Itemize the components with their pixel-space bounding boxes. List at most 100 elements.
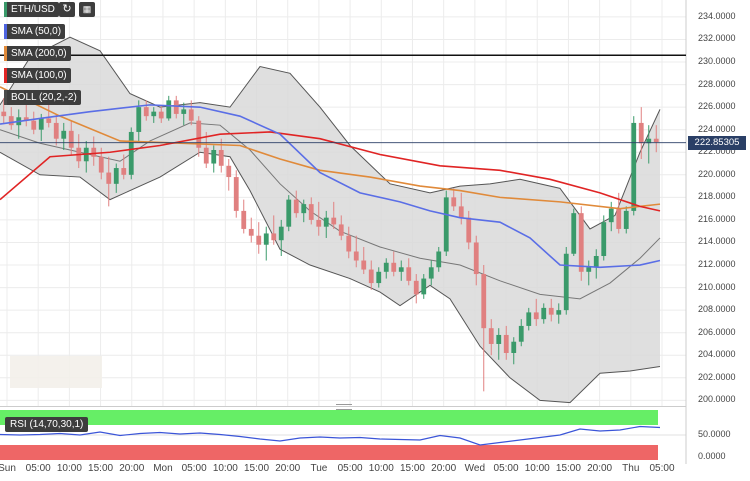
candle-body [226, 165, 232, 178]
sma50-line [0, 104, 661, 269]
x-tick-label: 10:00 [56, 463, 82, 474]
candle-body [143, 107, 149, 117]
candle-body [578, 213, 584, 272]
rsi-panel[interactable] [0, 406, 750, 464]
candle-body [23, 117, 29, 121]
candle-body [638, 122, 644, 144]
x-tick-label: 10:00 [524, 463, 550, 474]
y-tick-label: 224.0000 [698, 123, 736, 134]
pane-resize-handle[interactable] [336, 404, 352, 410]
y-tick-label: 202.0000 [698, 371, 736, 382]
candle-body [301, 204, 307, 214]
rsi-label[interactable]: RSI (14,70,30,1) [5, 417, 89, 432]
indicator-sma200[interactable]: SMA (200,0) [4, 46, 71, 61]
indicator-sma100[interactable]: SMA (100,0) [4, 68, 71, 83]
candle-body [203, 147, 209, 164]
candle-body [421, 278, 427, 295]
calendar-icon[interactable]: ▦ [79, 2, 95, 17]
watermark-box [10, 356, 102, 388]
candle-body [271, 233, 277, 241]
symbol-label[interactable]: ETH/USD [4, 2, 59, 17]
candle-body [136, 107, 142, 132]
bollinger-upper-line [0, 36, 661, 230]
candle-body [106, 172, 112, 184]
candle-body [233, 177, 239, 211]
price-chart[interactable] [0, 0, 750, 406]
rsi-overbought-zone [0, 410, 658, 425]
y-tick-label: 204.0000 [698, 349, 736, 360]
candle-body [323, 217, 329, 227]
refresh-icon[interactable]: ↻ [59, 2, 75, 17]
candle-body [8, 116, 14, 126]
candle-body [248, 228, 254, 236]
candle-body [623, 210, 629, 229]
x-tick-label: 20:00 [119, 463, 145, 474]
indicator-sma50[interactable]: SMA (50,0) [4, 24, 66, 39]
candle-body [391, 262, 397, 272]
candle-body [158, 111, 164, 119]
y-tick-label: 200.0000 [698, 394, 736, 405]
y-tick-label: 206.0000 [698, 326, 736, 337]
candle-body [1, 111, 7, 117]
candle-body [263, 233, 269, 245]
x-tick-label: Mon [153, 463, 173, 474]
candle-body [173, 100, 179, 114]
candle-body [316, 219, 322, 227]
rsi-oversold-zone [0, 445, 658, 460]
candle-body [256, 235, 262, 245]
candle-body [413, 280, 419, 295]
y-tick-label: 216.0000 [698, 213, 736, 224]
candle-body [241, 210, 247, 229]
x-tick-label: 05:00 [25, 463, 51, 474]
candle-body [646, 138, 652, 144]
candle-body [91, 147, 97, 157]
candle-body [338, 224, 344, 236]
candle-body [608, 208, 614, 223]
candle-body [31, 120, 37, 130]
sma200-line [0, 86, 661, 210]
rsi-tick-0: 0.0000 [698, 451, 726, 461]
y-tick-label: 210.0000 [698, 281, 736, 292]
candle-body [451, 197, 457, 207]
y-tick-label: 228.0000 [698, 78, 736, 89]
indicator-sma100-label: SMA (100,0) [11, 70, 67, 81]
candle-body [586, 267, 592, 272]
indicator-sma200-label: SMA (200,0) [11, 48, 67, 59]
candle-body [38, 118, 44, 130]
candle-body [428, 267, 434, 279]
candle-body [361, 260, 367, 270]
x-tick-label: 15:00 [555, 463, 581, 474]
candle-body [473, 242, 479, 275]
candle-body [61, 130, 67, 139]
candle-body [278, 226, 284, 241]
candle-body [121, 168, 127, 175]
y-tick-label: 232.0000 [698, 33, 736, 44]
bollinger-band-fill [0, 37, 660, 403]
indicator-boll[interactable]: BOLL (20,2,-2) [4, 90, 81, 105]
candle-body [458, 206, 464, 218]
x-tick-label: 05:00 [649, 463, 675, 474]
candle-body [526, 312, 532, 326]
y-tick-label: 230.0000 [698, 56, 736, 67]
x-tick-label: 20:00 [587, 463, 613, 474]
candle-body [211, 149, 217, 164]
candle-body [53, 122, 59, 139]
x-tick-label: 20:00 [431, 463, 457, 474]
candle-body [601, 222, 607, 257]
x-tick-label: 10:00 [368, 463, 394, 474]
candle-body [98, 156, 104, 173]
x-tick-label: 05:00 [493, 463, 519, 474]
candle-body [196, 120, 202, 148]
candle-body [166, 100, 172, 119]
candle-body [563, 253, 569, 311]
candle-body [488, 328, 494, 344]
candle-body [511, 341, 517, 353]
candle-body [353, 251, 359, 261]
candle-body [443, 197, 449, 252]
candle-body [46, 118, 52, 123]
candle-body [406, 267, 412, 281]
candle-body [541, 307, 547, 320]
candle-body [218, 149, 224, 166]
candle-body [466, 217, 472, 243]
y-tick-label: 226.0000 [698, 101, 736, 112]
